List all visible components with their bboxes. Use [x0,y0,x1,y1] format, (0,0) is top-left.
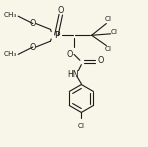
Text: O: O [30,19,36,28]
Text: HN: HN [67,70,78,79]
Text: Cl: Cl [78,123,85,129]
Text: CH₃: CH₃ [3,12,17,18]
Text: O: O [58,6,64,15]
Text: P: P [54,31,59,40]
Text: O: O [97,56,104,65]
Text: CH₃: CH₃ [3,51,17,57]
Text: Cl: Cl [110,29,117,35]
Text: Cl: Cl [104,46,111,51]
Text: O: O [66,50,73,59]
Text: O: O [30,42,36,52]
Text: Cl: Cl [104,16,111,22]
